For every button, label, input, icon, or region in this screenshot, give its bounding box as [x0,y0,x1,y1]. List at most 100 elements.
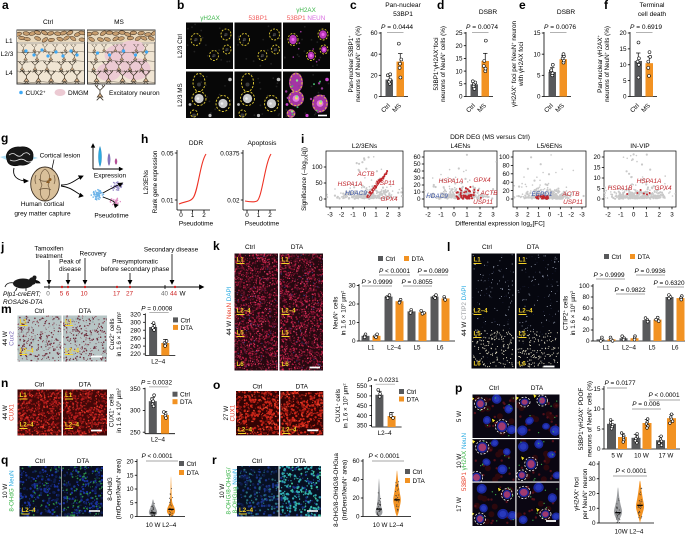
svg-text:L6: L6 [436,345,444,352]
svg-text:L6: L6 [671,345,679,352]
svg-text:γH2AX: γH2AX [200,15,220,22]
svg-text:DDR DEG (MS versus Ctrl): DDR DEG (MS versus Ctrl) [450,134,530,141]
svg-text:(IntDens/NeuN+ area): (IntDens/NeuN+ area) [115,459,123,519]
svg-text:MS: MS [554,102,566,114]
svg-text:Human cortical: Human cortical [21,201,65,208]
svg-text:-2: -2 [568,212,574,219]
svg-text:5: 5 [130,500,134,507]
svg-text:1: 1 [537,212,541,219]
svg-text:2: 2 [202,212,206,219]
svg-text:100: 100 [499,154,510,161]
svg-text:40: 40 [161,291,169,298]
svg-text:10 W: 10 W [456,454,463,469]
svg-text:20: 20 [352,495,360,502]
svg-text:r: r [212,453,217,467]
svg-text:Apoptosis: Apoptosis [248,140,278,147]
svg-text:USP11: USP11 [375,180,395,187]
svg-text:10: 10 [533,51,541,58]
svg-text:L1: L1 [602,345,610,352]
svg-text:50: 50 [315,180,323,187]
svg-text:60: 60 [413,154,421,161]
svg-text:300: 300 [130,320,141,327]
svg-text:L2–4: L2–4 [151,437,166,444]
svg-text:Cux2: Cux2 [9,331,16,346]
svg-text:L2–4: L2–4 [20,348,35,355]
svg-text:20: 20 [413,182,421,189]
svg-text:P = 0.0076: P = 0.0076 [544,24,576,31]
svg-text:Rank gene expression: Rank gene expression [152,150,159,213]
svg-text:15: 15 [593,386,601,393]
svg-text:0: 0 [592,520,596,527]
svg-text:DTA: DTA [294,458,307,465]
svg-text:cell death: cell death [638,11,667,18]
svg-text:5: 5 [623,78,627,85]
svg-text:GPX4: GPX4 [380,196,397,203]
svg-text:60: 60 [502,171,510,178]
svg-text:1: 1 [191,212,195,219]
svg-text:DDR: DDR [189,140,204,147]
svg-text:L1: L1 [367,345,375,352]
svg-text:5: 5 [459,81,463,88]
svg-text:5: 5 [537,73,541,80]
svg-text:DTA: DTA [412,256,425,263]
svg-text:p: p [455,381,462,395]
svg-text:L1: L1 [65,392,73,399]
svg-text:Secondary disease: Secondary disease [144,247,199,254]
svg-text:n: n [1,376,8,390]
svg-text:L2/3 Ctrl: L2/3 Ctrl [177,34,184,58]
svg-text:IN-VIP: IN-VIP [630,143,650,150]
svg-text:17 W: 17 W [456,497,463,512]
svg-text:53BP1 γH2AX NeuN: 53BP1 γH2AX NeuN [461,432,468,491]
svg-text:L1: L1 [519,257,527,264]
svg-text:per NeuN+ neuron: per NeuN+ neuron [581,468,589,519]
svg-text:5 W: 5 W [611,453,622,460]
svg-text:0: 0 [130,514,134,521]
svg-text:15: 15 [619,46,627,53]
svg-text:neurons of NeuN+ cells (%): neurons of NeuN+ cells (%) [586,381,594,457]
svg-text:8-OHdG: 8-OHdG [107,477,114,501]
svg-text:Pan-nuclear: Pan-nuclear [385,2,421,9]
svg-text:350: 350 [357,423,368,430]
svg-text:L1: L1 [65,319,73,326]
svg-text:L2–4: L2–4 [65,422,80,429]
svg-text:L2/3ENs: L2/3ENs [143,170,150,194]
svg-text:Pan-nuclear 53BP1+: Pan-nuclear 53BP1+ [347,35,355,93]
svg-text:MS: MS [640,102,652,114]
svg-text:0: 0 [459,94,463,101]
svg-text:Pseudotime: Pseudotime [94,213,129,220]
svg-text:5: 5 [597,426,601,433]
svg-text:Ctrl: Ctrl [35,458,45,465]
svg-text:Ctrl: Ctrl [489,385,499,392]
svg-text:240: 240 [130,343,141,350]
svg-text:30: 30 [588,476,596,483]
svg-text:3: 3 [397,212,401,219]
svg-text:DTA: DTA [407,397,420,404]
svg-text:1: 1 [465,212,469,219]
svg-text:L5: L5 [282,330,290,337]
svg-text:o: o [213,378,220,392]
svg-text:in 1.6 × 105 µm2: in 1.6 × 105 µm2 [569,290,577,335]
svg-text:HSPA1A: HSPA1A [637,178,662,185]
svg-text:ACTB: ACTB [561,191,580,198]
svg-text:450: 450 [357,403,368,410]
svg-text:L2/3: L2/3 [1,51,14,58]
svg-text:f: f [604,0,609,12]
svg-text:L4ENs: L4ENs [451,143,471,150]
svg-text:Ctrl: Ctrl [543,102,555,114]
svg-text:EEPD1: EEPD1 [532,191,553,198]
svg-text:L1: L1 [282,257,290,264]
svg-text:Plp1-creERT;: Plp1-creERT; [3,291,41,298]
svg-text:30: 30 [413,175,421,182]
svg-text:Cortical lesion: Cortical lesion [40,153,81,160]
svg-text:DTA: DTA [413,478,426,485]
svg-text:0.01: 0.01 [161,197,174,204]
svg-text:Significance (–log10[q]): Significance (–log10[q]) [301,147,309,211]
svg-text:0: 0 [352,338,356,345]
svg-text:Pan-nuclear γH2AX+: Pan-nuclear γH2AX+ [596,35,604,93]
svg-text:e: e [519,0,526,12]
svg-text:L5/6ENs: L5/6ENs [537,143,563,150]
svg-text:2: 2 [386,212,390,219]
svg-text:L2–4: L2–4 [237,308,252,315]
svg-text:L1: L1 [20,392,28,399]
svg-text:c: c [350,0,357,12]
